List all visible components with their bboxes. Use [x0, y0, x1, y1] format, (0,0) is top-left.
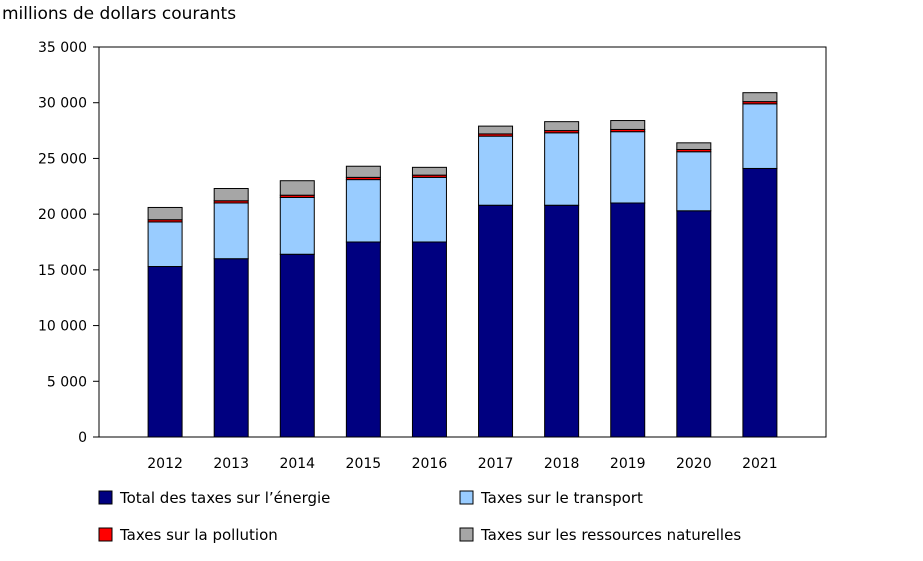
- bar-segment-4-2016: [411, 166, 447, 176]
- legend-swatch: [98, 490, 113, 505]
- x-tick-label: 2015: [346, 456, 382, 472]
- x-tick-label: 2020: [676, 456, 712, 472]
- bar-segment-1-2021: [742, 167, 778, 438]
- bar-segment-4-2020: [676, 142, 712, 151]
- bar-segment-2-2014: [279, 196, 315, 255]
- bar-segment-4-2012: [147, 206, 183, 221]
- bar-segment-4-2018: [544, 121, 580, 132]
- bar-segment-1-2016: [411, 241, 447, 438]
- legend-label: Taxes sur la pollution: [119, 526, 278, 544]
- bar-segment-2-2021: [742, 103, 778, 169]
- bar-segment-1-2013: [213, 258, 249, 438]
- bar-segment-2-2015: [345, 179, 381, 243]
- bar-segment-1-2012: [147, 266, 183, 438]
- bar-segment-1-2015: [345, 241, 381, 438]
- legend: Total des taxes sur l’énergie Taxes sur l…: [98, 489, 741, 544]
- bar-segment-2-2020: [676, 151, 712, 212]
- plot-area-frame: [98, 46, 827, 438]
- y-tick-label: 35 000: [38, 40, 87, 56]
- x-tick-label: 2012: [147, 456, 183, 472]
- y-tick-label: 15 000: [38, 263, 87, 279]
- bar-segment-2-2013: [213, 202, 249, 260]
- bar-segment-1-2019: [610, 202, 646, 438]
- bar-segment-4-2017: [478, 125, 514, 135]
- y-tick-label: 10 000: [38, 319, 87, 335]
- legend-label: Taxes sur les ressources naturelles: [480, 526, 741, 544]
- y-tick-label: 30 000: [38, 96, 87, 112]
- x-tick-label: 2014: [279, 456, 315, 472]
- bar-segment-4-2021: [742, 92, 778, 103]
- bar-segment-4-2015: [345, 165, 381, 178]
- bar-segment-2-2019: [610, 131, 646, 204]
- bars: [147, 92, 778, 438]
- legend-label: Total des taxes sur l’énergie: [119, 489, 330, 507]
- y-tick-label: 5 000: [47, 374, 87, 390]
- y-axis-ticks: 0 5 000 10 000 15 000 20 000 25 000 30 000 35 0…: [38, 40, 99, 446]
- bar-segment-1-2018: [544, 204, 580, 438]
- bar-segment-2-2018: [544, 132, 580, 206]
- bar-segment-4-2019: [610, 120, 646, 130]
- bar-segment-4-2014: [279, 180, 315, 196]
- legend-label: Taxes sur le transport: [480, 489, 643, 507]
- bar-segment-4-2013: [213, 188, 249, 202]
- x-tick-label: 2013: [213, 456, 249, 472]
- y-tick-label: 0: [78, 430, 87, 446]
- bar-segment-2-2016: [411, 176, 447, 243]
- legend-swatch: [459, 490, 474, 505]
- bar-segment-1-2020: [676, 210, 712, 438]
- bar-segment-1-2017: [478, 204, 514, 438]
- x-tick-label: 2019: [610, 456, 646, 472]
- legend-swatch: [459, 527, 474, 542]
- x-tick-label: 2021: [742, 456, 778, 472]
- bar-segment-2-2017: [478, 135, 514, 206]
- y-tick-label: 25 000: [38, 151, 87, 167]
- bar-segment-1-2014: [279, 253, 315, 438]
- bar-segment-2-2012: [147, 221, 183, 268]
- y-axis-title: millions de dollars courants: [2, 4, 236, 24]
- legend-swatch: [98, 527, 113, 542]
- y-tick-label: 20 000: [38, 207, 87, 223]
- x-tick-label: 2017: [478, 456, 514, 472]
- x-tick-label: 2018: [544, 456, 580, 472]
- x-tick-label: 2016: [412, 456, 448, 472]
- x-axis-labels: 2012 2013 2014 2015 2016 2017 2018 2019 2020 2021: [147, 456, 777, 472]
